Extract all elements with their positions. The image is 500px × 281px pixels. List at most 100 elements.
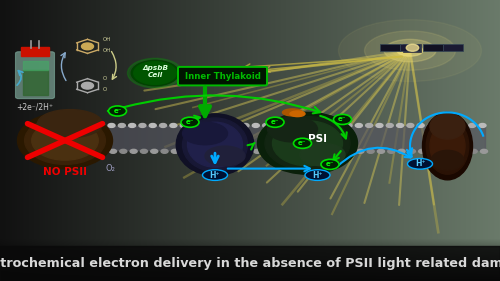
Ellipse shape	[408, 158, 432, 169]
Circle shape	[99, 149, 106, 153]
Text: PSI: PSI	[308, 134, 327, 144]
Circle shape	[130, 149, 137, 153]
Ellipse shape	[305, 170, 330, 180]
Circle shape	[232, 124, 238, 128]
Text: O: O	[102, 87, 107, 92]
Circle shape	[324, 124, 332, 128]
Circle shape	[440, 149, 446, 153]
Circle shape	[304, 124, 311, 128]
Circle shape	[326, 149, 333, 153]
Ellipse shape	[18, 112, 112, 169]
Circle shape	[244, 149, 250, 153]
Circle shape	[108, 124, 115, 128]
Circle shape	[306, 149, 312, 153]
Circle shape	[170, 124, 177, 128]
Text: Inner Thylakoid: Inner Thylakoid	[184, 72, 260, 81]
Bar	[21, 47, 49, 56]
Circle shape	[58, 149, 65, 153]
Bar	[22, 70, 48, 95]
Text: OH: OH	[102, 48, 111, 53]
Circle shape	[388, 149, 395, 153]
Circle shape	[334, 124, 342, 128]
Circle shape	[321, 159, 339, 169]
Circle shape	[316, 149, 322, 153]
Text: Electrochemical electron delivery in the absence of PSII light related damage: Electrochemical electron delivery in the…	[0, 257, 500, 270]
Ellipse shape	[364, 31, 456, 70]
Text: H⁺: H⁺	[415, 159, 425, 168]
Text: H⁺: H⁺	[312, 171, 323, 180]
Circle shape	[222, 124, 228, 128]
Circle shape	[396, 124, 404, 128]
Circle shape	[366, 124, 372, 128]
Circle shape	[211, 124, 218, 128]
Circle shape	[77, 124, 84, 128]
Circle shape	[252, 124, 260, 128]
Ellipse shape	[182, 122, 228, 145]
Circle shape	[202, 149, 209, 153]
Circle shape	[429, 149, 436, 153]
Circle shape	[294, 124, 300, 128]
Circle shape	[88, 124, 94, 128]
Circle shape	[212, 149, 220, 153]
Circle shape	[367, 149, 374, 153]
Circle shape	[417, 124, 424, 128]
Circle shape	[89, 149, 96, 153]
Bar	[22, 61, 48, 70]
Circle shape	[82, 43, 94, 50]
Ellipse shape	[431, 150, 464, 170]
Ellipse shape	[188, 122, 242, 167]
Ellipse shape	[268, 117, 318, 142]
Circle shape	[386, 124, 394, 128]
Circle shape	[262, 124, 270, 128]
Circle shape	[418, 149, 426, 153]
Circle shape	[161, 149, 168, 153]
Circle shape	[56, 124, 64, 128]
Text: ΔpsbB
Cell: ΔpsbB Cell	[142, 65, 168, 78]
Circle shape	[345, 124, 352, 128]
Circle shape	[110, 149, 116, 153]
Circle shape	[407, 124, 414, 128]
Circle shape	[479, 124, 486, 128]
Circle shape	[274, 149, 281, 153]
Text: O: O	[102, 76, 107, 81]
Text: e⁻: e⁻	[271, 119, 279, 125]
Circle shape	[480, 149, 488, 153]
Text: OH: OH	[102, 37, 111, 42]
Ellipse shape	[384, 39, 436, 62]
Circle shape	[160, 124, 166, 128]
Circle shape	[254, 149, 261, 153]
Circle shape	[108, 106, 126, 116]
Circle shape	[294, 138, 312, 148]
Circle shape	[139, 124, 146, 128]
Circle shape	[336, 149, 343, 153]
Circle shape	[283, 124, 290, 128]
Circle shape	[120, 149, 127, 153]
Circle shape	[118, 124, 126, 128]
Circle shape	[378, 149, 384, 153]
Circle shape	[460, 149, 467, 153]
Ellipse shape	[265, 117, 350, 170]
Circle shape	[266, 117, 284, 127]
Ellipse shape	[430, 124, 465, 169]
Ellipse shape	[182, 118, 248, 171]
Circle shape	[67, 124, 74, 128]
Circle shape	[128, 124, 136, 128]
Circle shape	[182, 149, 188, 153]
Text: e⁻: e⁻	[186, 119, 194, 125]
Circle shape	[357, 149, 364, 153]
Circle shape	[233, 149, 240, 153]
Circle shape	[284, 149, 292, 153]
Circle shape	[68, 149, 75, 153]
Bar	[400, 44, 420, 51]
Circle shape	[201, 124, 208, 128]
Bar	[58, 126, 485, 150]
Ellipse shape	[32, 121, 98, 160]
Circle shape	[223, 149, 230, 153]
Ellipse shape	[38, 110, 102, 138]
Ellipse shape	[205, 146, 245, 166]
Circle shape	[458, 124, 466, 128]
Circle shape	[468, 124, 475, 128]
Circle shape	[356, 124, 362, 128]
Circle shape	[428, 124, 434, 128]
Circle shape	[448, 124, 455, 128]
